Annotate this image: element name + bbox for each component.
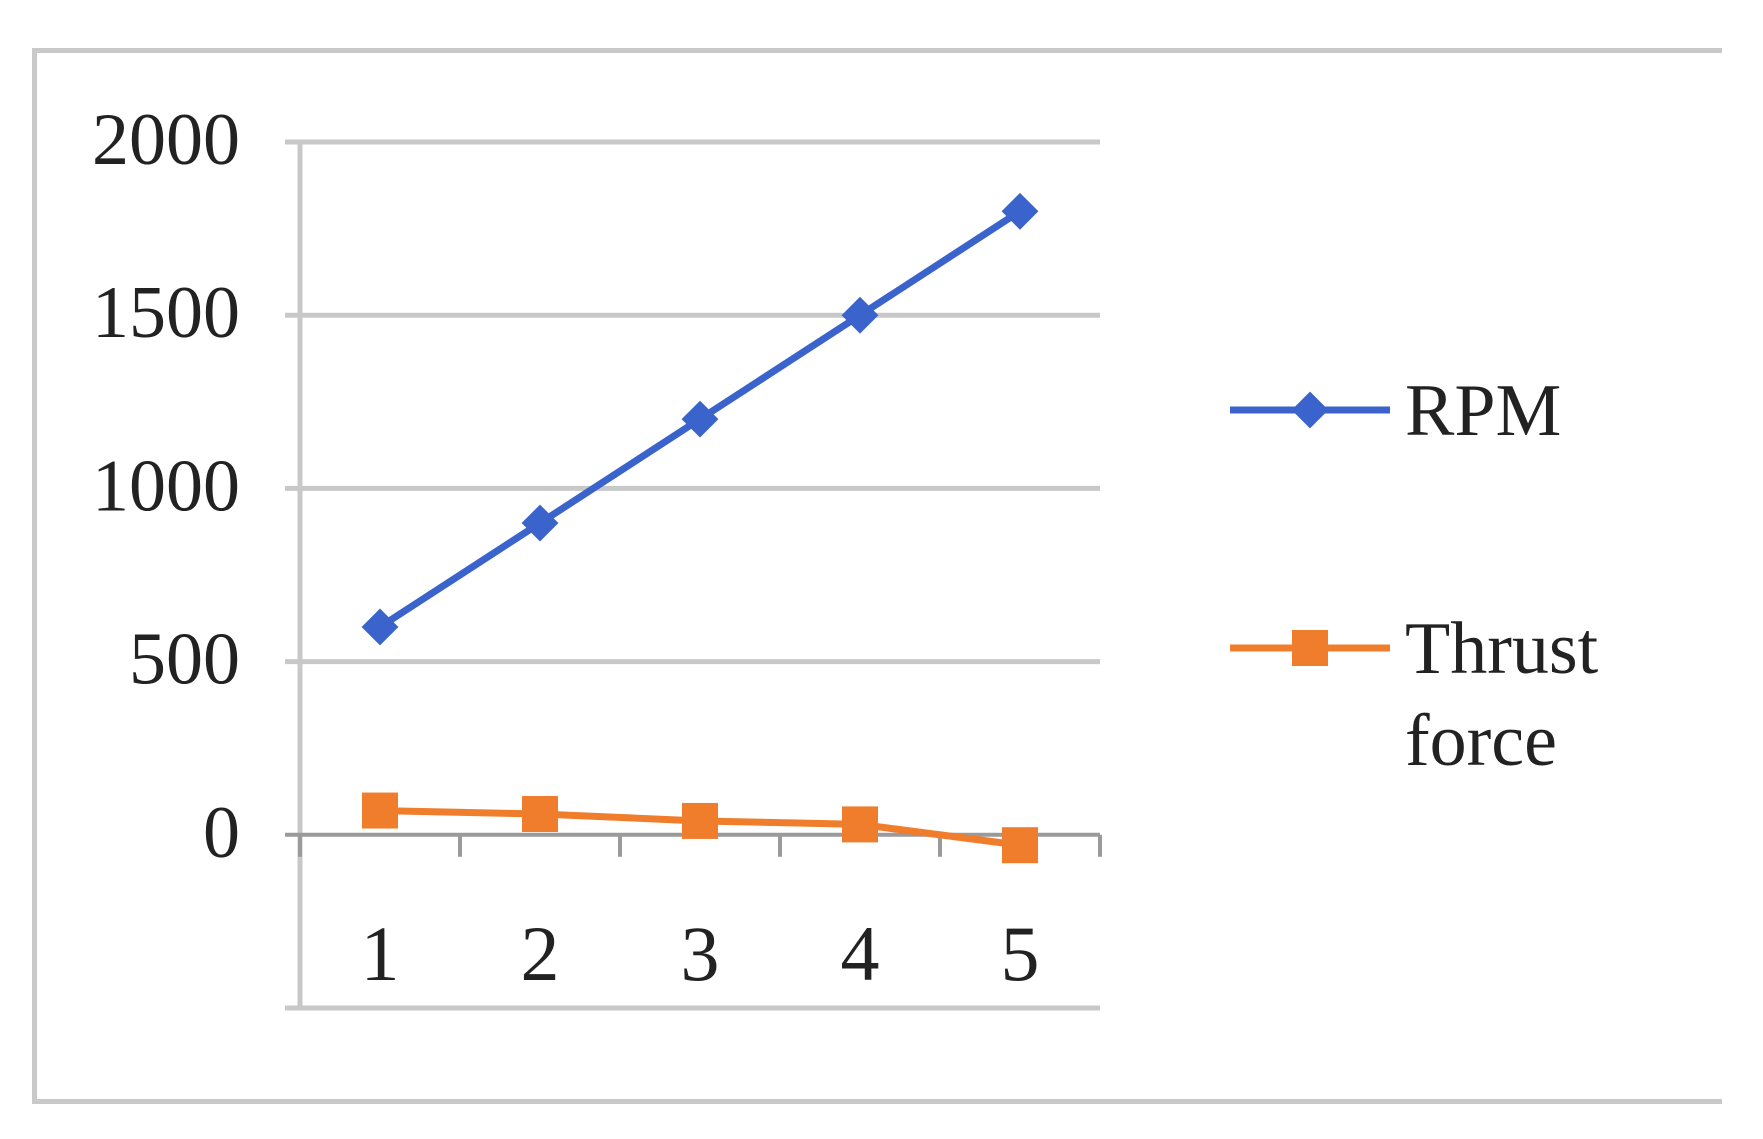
y-tick-label: 500 xyxy=(129,619,240,701)
x-tick-labels: 1 2 3 4 5 xyxy=(361,910,1040,997)
legend-marker xyxy=(1292,630,1328,666)
y-tick-label: 1000 xyxy=(92,445,240,527)
legend-item: RPM xyxy=(1230,370,1561,452)
y-tick-labels: 2000 1500 1000 500 0 xyxy=(92,99,240,874)
x-tick-label: 2 xyxy=(521,910,560,997)
legend: RPM Thrust force xyxy=(1230,370,1599,782)
data-point xyxy=(681,400,719,438)
x-tick-label: 4 xyxy=(841,910,880,997)
series-1 xyxy=(362,792,1038,864)
grid-lines xyxy=(285,139,1100,1011)
x-tick-label: 3 xyxy=(681,910,720,997)
data-point xyxy=(361,608,399,646)
legend-label: RPM xyxy=(1405,370,1561,452)
chart-frame xyxy=(32,48,1722,1104)
data-point xyxy=(362,792,398,829)
legend-item: Thrust force xyxy=(1230,608,1599,782)
data-point xyxy=(842,806,878,843)
legend-label: force xyxy=(1405,700,1557,782)
legend-marker xyxy=(1291,391,1329,429)
data-point xyxy=(1002,827,1038,864)
series-0 xyxy=(361,192,1039,646)
data-point xyxy=(841,296,879,334)
data-point xyxy=(521,504,559,542)
series xyxy=(361,192,1039,864)
data-point xyxy=(682,802,718,839)
x-tick-label: 5 xyxy=(1001,910,1040,997)
x-tick-label: 1 xyxy=(361,910,400,997)
y-tick-label: 0 xyxy=(203,792,240,874)
data-point xyxy=(1001,192,1039,230)
y-tick-label: 1500 xyxy=(92,272,240,354)
y-tick-label: 2000 xyxy=(92,99,240,181)
axes xyxy=(285,142,1102,1008)
data-point xyxy=(522,796,558,833)
legend-label: Thrust xyxy=(1405,608,1599,690)
